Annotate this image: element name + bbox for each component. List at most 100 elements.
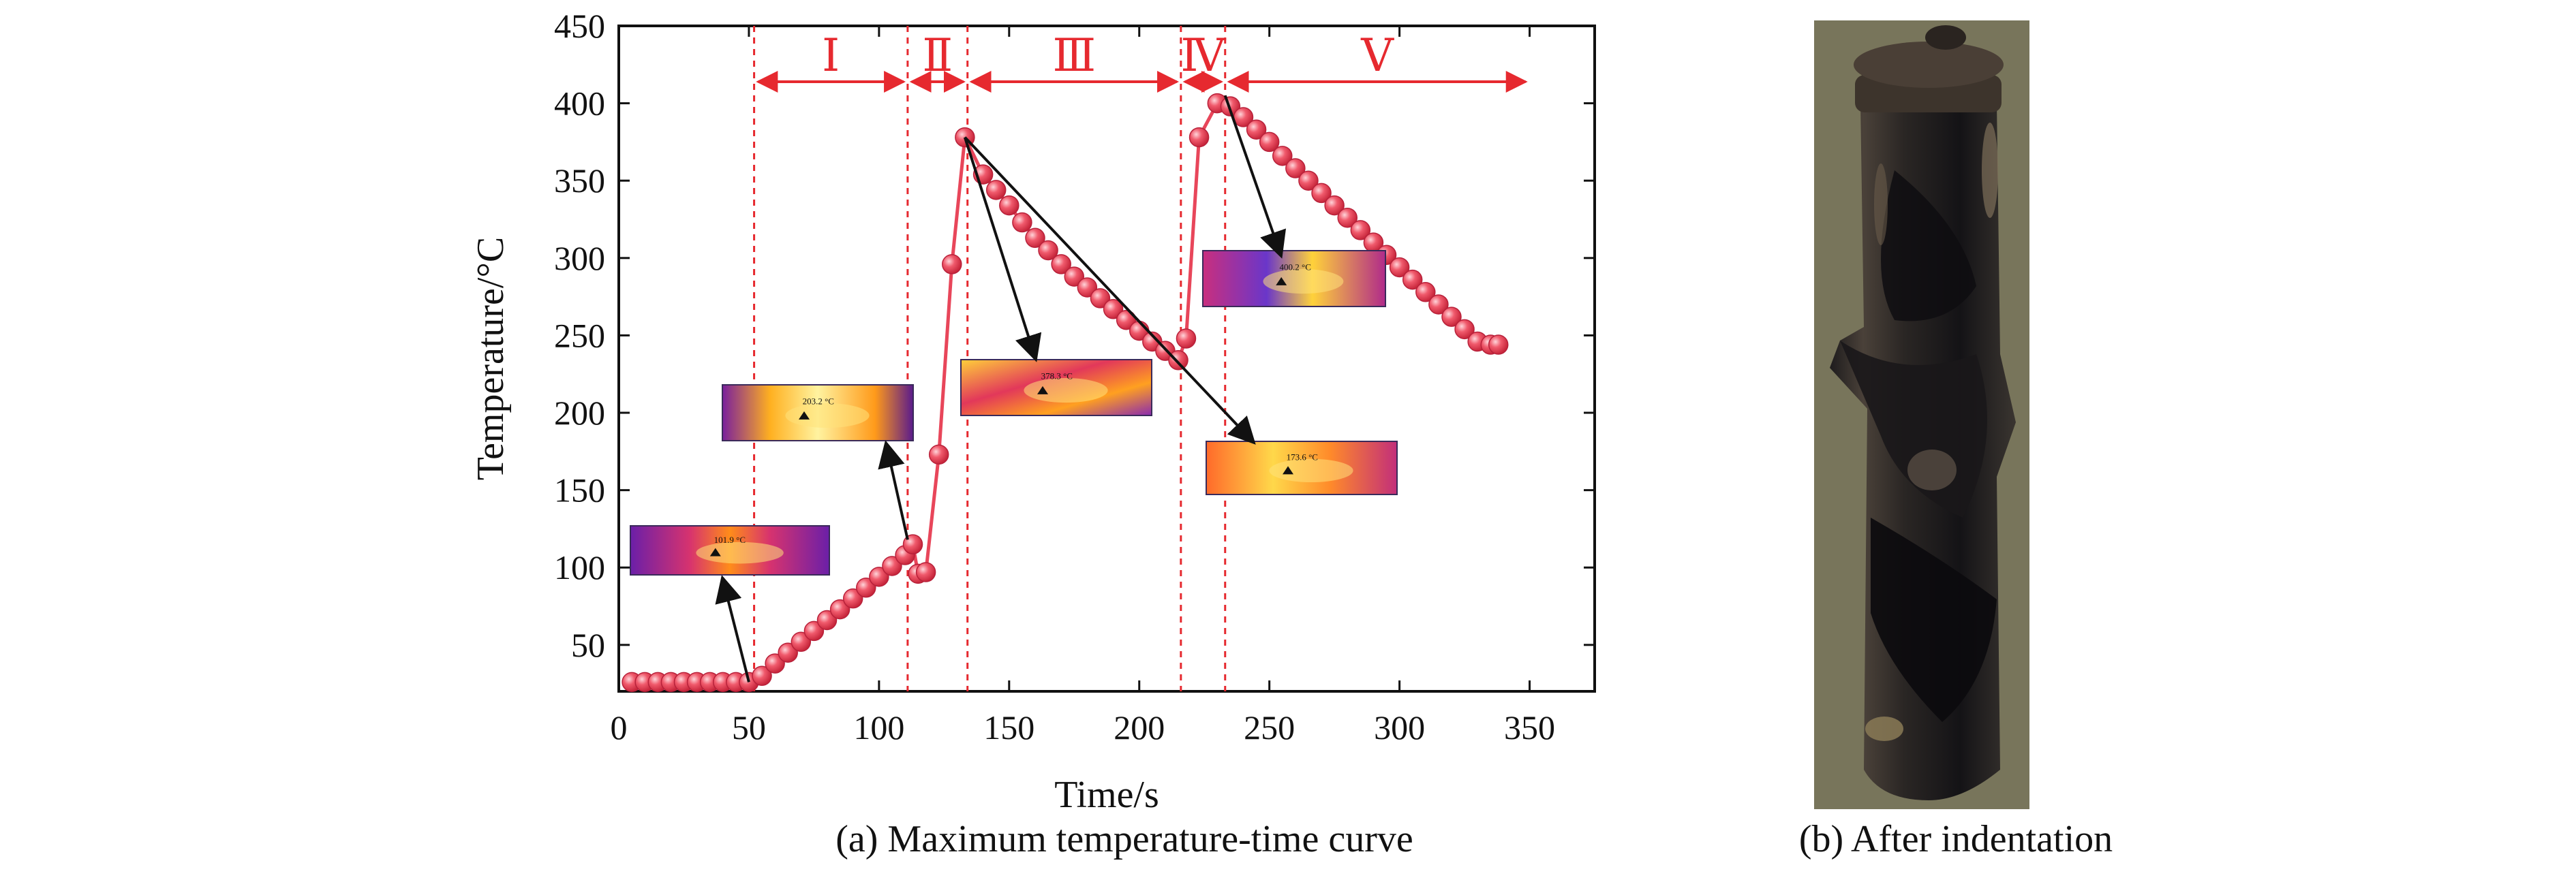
burn-mark <box>1881 170 1976 321</box>
data-point <box>816 610 838 631</box>
thermal-readout: 203.2 °C <box>803 396 834 407</box>
highlight <box>1907 450 1957 490</box>
data-point <box>1285 158 1306 178</box>
data-point <box>1272 146 1293 166</box>
data-point <box>1488 334 1509 355</box>
data-point <box>1389 257 1410 278</box>
data-point <box>1415 282 1436 302</box>
pointer-arrow <box>964 136 1256 445</box>
battery-photo <box>1814 20 2029 809</box>
data-point <box>1246 119 1267 140</box>
data-point <box>942 254 962 274</box>
debris <box>1865 717 1903 741</box>
cursor-icon <box>1283 466 1293 475</box>
data-point <box>1025 227 1045 249</box>
cursor-icon <box>799 411 810 420</box>
data-point <box>1012 212 1032 233</box>
x-tick-label: 150 <box>983 708 1034 747</box>
data-point <box>1077 277 1098 298</box>
y-axis: 50 100 150 200 250 300 350 400 450 <box>554 7 1595 664</box>
data-point <box>842 588 863 609</box>
thermal-inset-1: 101.9 °C <box>630 525 830 576</box>
hot-spot <box>1263 269 1344 294</box>
x-axis: 0 50 100 150 200 250 300 350 <box>611 26 1555 747</box>
data-point <box>985 180 1007 200</box>
y-tick-label: 150 <box>554 471 605 509</box>
thermal-readout: 101.9 °C <box>714 535 746 545</box>
y-tick-label: 200 <box>554 394 605 432</box>
data-point <box>752 665 772 687</box>
x-tick-label: 0 <box>611 708 628 747</box>
data-point <box>1090 288 1111 309</box>
stage-label: Ⅱ <box>922 31 953 81</box>
thermal-inset-4: 400.2 °C <box>1202 250 1386 307</box>
inset-arrows <box>715 95 1287 682</box>
y-axis-label: Temperature/°C <box>470 237 512 480</box>
data-point <box>1103 299 1124 319</box>
x-tick-label: 50 <box>732 708 766 747</box>
data-point <box>829 599 850 620</box>
thermal-inset-3: 378.3 °C <box>960 359 1152 416</box>
x-tick-label: 100 <box>853 708 904 747</box>
data-point <box>1116 309 1137 330</box>
data-point <box>803 620 825 642</box>
caption-chart: (a) Maximum temperature-time curve <box>835 818 1413 860</box>
pointer-arrow <box>1223 95 1287 259</box>
pointer-arrow <box>963 136 1042 362</box>
y-tick-label: 250 <box>554 316 605 354</box>
thermal-readout: 400.2 °C <box>1280 262 1311 272</box>
data-point <box>1298 170 1319 191</box>
data-point <box>1168 350 1189 371</box>
temperature-series <box>622 93 1509 693</box>
data-point <box>1311 183 1332 204</box>
data-point <box>915 562 936 582</box>
burn-mark <box>1871 518 1997 722</box>
data-point <box>1402 269 1423 290</box>
data-point <box>1176 328 1197 349</box>
data-point <box>882 556 902 576</box>
battery-terminal <box>1925 25 1966 50</box>
y-tick-label: 50 <box>571 626 605 664</box>
y-tick-label: 400 <box>554 84 605 123</box>
pointer-arrow <box>715 575 750 682</box>
y-tick-label: 300 <box>554 239 605 277</box>
cursor-icon <box>1037 386 1048 394</box>
data-point <box>1189 127 1210 148</box>
data-point <box>1454 319 1475 340</box>
y-tick-label: 450 <box>554 7 605 45</box>
data-point <box>928 444 949 465</box>
x-axis-label: Time/s <box>1054 774 1159 816</box>
plot-area: 0 50 100 150 200 250 300 350 50 100 150 200 250 300 3… <box>470 7 1596 816</box>
thermal-readout: 378.3 °C <box>1041 371 1073 381</box>
pointer-arrow <box>878 440 909 540</box>
thermal-readout: 173.6 °C <box>1287 452 1318 462</box>
data-point <box>791 631 812 653</box>
stage-label: Ⅴ <box>1360 31 1394 81</box>
y-tick-label: 100 <box>554 548 605 586</box>
highlight <box>1874 163 1888 245</box>
data-point <box>1350 220 1371 240</box>
hot-spot <box>696 541 784 564</box>
plot-frame <box>617 25 1596 693</box>
thermal-inset-2: 203.2 °C <box>722 384 914 441</box>
x-tick-label: 300 <box>1374 708 1425 747</box>
caption-photo: (b) After indentation <box>1798 818 2113 860</box>
cursor-icon <box>1276 277 1287 285</box>
thermal-inset-5: 173.6 °C <box>1206 441 1398 495</box>
data-point <box>1038 240 1058 261</box>
data-point <box>778 642 798 663</box>
data-point <box>1337 207 1358 228</box>
thermal-insets: 101.9 °C 203.2 °C 378.3 °C 400.2 °C 173.6 °C <box>630 250 1398 576</box>
data-point <box>1064 266 1085 287</box>
hot-spot <box>1269 458 1353 483</box>
data-point <box>765 653 785 674</box>
y-tick-label: 350 <box>554 161 605 200</box>
stage-label: Ⅳ <box>1180 31 1226 81</box>
cursor-icon <box>709 548 721 556</box>
battery-cap <box>1854 42 2004 88</box>
stage-labels: Ⅰ Ⅱ Ⅲ Ⅳ Ⅴ <box>756 31 1528 93</box>
data-point <box>1324 195 1345 216</box>
stage-label: Ⅰ <box>822 31 840 81</box>
stage-label: Ⅲ <box>1052 31 1096 81</box>
